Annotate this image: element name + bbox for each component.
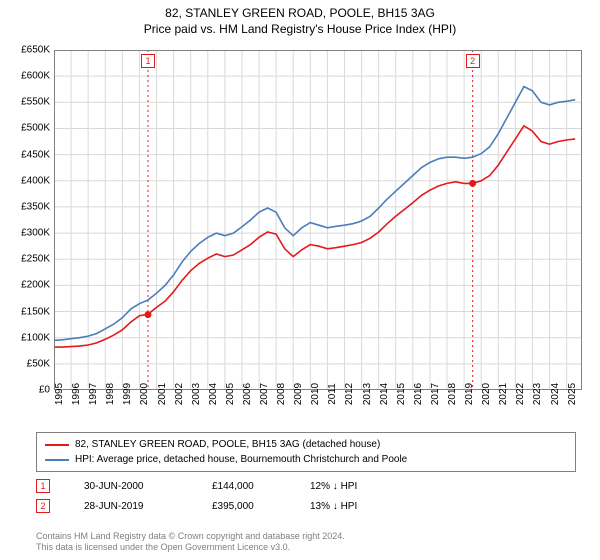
x-tick-label: 2000 <box>139 383 150 405</box>
y-tick-label: £300K <box>10 228 50 239</box>
x-tick-label: 1996 <box>71 383 82 405</box>
legend-label: 82, STANLEY GREEN ROAD, POOLE, BH15 3AG … <box>75 437 380 452</box>
x-tick-label: 2024 <box>550 383 561 405</box>
x-tick-label: 1998 <box>105 383 116 405</box>
marker-diff: 12% ↓ HPI <box>310 481 400 492</box>
x-tick-label: 2018 <box>447 383 458 405</box>
y-tick-label: £450K <box>10 149 50 160</box>
x-tick-label: 2016 <box>413 383 424 405</box>
y-tick-label: £50K <box>10 358 50 369</box>
marker-price: £395,000 <box>212 501 282 512</box>
marker-index-box: 1 <box>36 479 50 493</box>
x-tick-label: 1999 <box>122 383 133 405</box>
chart-subtitle: Price paid vs. HM Land Registry's House … <box>0 20 600 40</box>
x-tick-label: 2013 <box>362 383 373 405</box>
marker-diff: 13% ↓ HPI <box>310 501 400 512</box>
x-tick-label: 1997 <box>88 383 99 405</box>
y-tick-label: £600K <box>10 71 50 82</box>
legend-label: HPI: Average price, detached house, Bour… <box>75 452 407 467</box>
x-tick-label: 2021 <box>498 383 509 405</box>
marker-row: 2 28-JUN-2019 £395,000 13% ↓ HPI <box>36 496 576 516</box>
x-tick-label: 2023 <box>532 383 543 405</box>
chart-marker-label: 1 <box>141 54 155 68</box>
x-tick-label: 2010 <box>310 383 321 405</box>
chart-container: 82, STANLEY GREEN ROAD, POOLE, BH15 3AG … <box>0 0 600 560</box>
marker-date: 28-JUN-2019 <box>84 501 184 512</box>
footer-line: Contains HM Land Registry data © Crown c… <box>36 531 345 541</box>
legend-swatch <box>45 459 69 461</box>
x-tick-label: 2007 <box>259 383 270 405</box>
chart-title: 82, STANLEY GREEN ROAD, POOLE, BH15 3AG <box>0 0 600 20</box>
x-tick-label: 2014 <box>379 383 390 405</box>
y-tick-label: £650K <box>10 45 50 56</box>
y-tick-label: £500K <box>10 123 50 134</box>
x-tick-label: 2015 <box>396 383 407 405</box>
x-tick-label: 2011 <box>327 383 338 405</box>
x-tick-label: 2022 <box>515 383 526 405</box>
x-tick-label: 2017 <box>430 383 441 405</box>
y-tick-label: £250K <box>10 254 50 265</box>
x-tick-label: 2025 <box>567 383 578 405</box>
chart-marker-label: 2 <box>466 54 480 68</box>
legend-swatch <box>45 444 69 446</box>
y-tick-label: £350K <box>10 201 50 212</box>
x-tick-label: 2001 <box>157 383 168 405</box>
y-tick-label: £100K <box>10 332 50 343</box>
x-tick-label: 2003 <box>191 383 202 405</box>
legend-row: HPI: Average price, detached house, Bour… <box>45 452 567 467</box>
x-tick-label: 2019 <box>464 383 475 405</box>
legend-row: 82, STANLEY GREEN ROAD, POOLE, BH15 3AG … <box>45 437 567 452</box>
x-tick-label: 2005 <box>225 383 236 405</box>
footer-note: Contains HM Land Registry data © Crown c… <box>36 531 576 554</box>
x-tick-label: 2020 <box>481 383 492 405</box>
marker-date: 30-JUN-2000 <box>84 481 184 492</box>
y-tick-label: £400K <box>10 175 50 186</box>
marker-index-box: 2 <box>36 499 50 513</box>
marker-index: 2 <box>40 501 45 511</box>
x-tick-label: 2008 <box>276 383 287 405</box>
x-tick-label: 2009 <box>293 383 304 405</box>
marker-index: 1 <box>40 481 45 491</box>
x-tick-label: 2012 <box>344 383 355 405</box>
x-tick-label: 2006 <box>242 383 253 405</box>
markers-table: 1 30-JUN-2000 £144,000 12% ↓ HPI 2 28-JU… <box>36 476 576 516</box>
y-tick-label: £150K <box>10 306 50 317</box>
y-tick-label: £200K <box>10 280 50 291</box>
legend: 82, STANLEY GREEN ROAD, POOLE, BH15 3AG … <box>36 432 576 472</box>
marker-row: 1 30-JUN-2000 £144,000 12% ↓ HPI <box>36 476 576 496</box>
x-tick-label: 2002 <box>174 383 185 405</box>
x-tick-label: 1995 <box>54 383 65 405</box>
x-tick-label: 2004 <box>208 383 219 405</box>
y-tick-label: £550K <box>10 97 50 108</box>
marker-price: £144,000 <box>212 481 282 492</box>
chart-area: £0£50K£100K£150K£200K£250K£300K£350K£400… <box>54 50 582 390</box>
footer-line: This data is licensed under the Open Gov… <box>36 542 290 552</box>
chart-svg <box>54 50 582 390</box>
y-tick-label: £0 <box>10 385 50 396</box>
